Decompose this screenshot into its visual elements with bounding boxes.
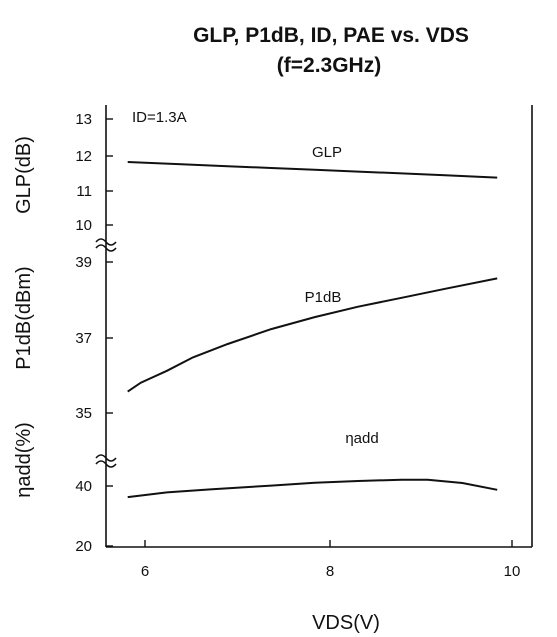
axis-break-mark-1-b [95,244,117,252]
x-tick-label: 6 [141,563,149,580]
y-tick-label: 35 [75,405,92,422]
y-tick-label: 13 [75,111,92,128]
y-tick-label: 40 [75,478,92,495]
series-line-2 [127,277,498,393]
series-label: ηadd [345,430,378,447]
y-axis-label: P1dB(dBm) [13,266,35,369]
y-tick-label: 11 [76,183,92,200]
x-axis-label: VDS(V) [312,612,380,634]
series-label: GLP [312,144,342,161]
y-tick-label: 39 [75,254,92,271]
y-tick-label: 37 [75,330,92,347]
chart-subtitle: (f=2.3GHz) [277,54,381,77]
x-tick-label: 10 [504,563,521,580]
y-axis-label: GLP(dB) [13,136,35,214]
plot-layer: 6 8 10 VDS(V) ID=1.3A 10 11 12 13 GLP(dB) GLP 35 37 3… [13,105,533,634]
series-label: P1dB [305,289,342,306]
axis-break-mark-1 [95,238,117,246]
axis-break-mark-2-b [95,460,117,468]
y-axis-label: ηadd(%) [13,422,35,498]
series-line-1 [127,161,498,179]
y-tick-label: 12 [75,148,92,165]
x-tick-label: 8 [326,563,334,580]
series-line-3 [127,478,498,499]
condition-annotation: ID=1.3A [132,109,187,126]
y-tick-label: 10 [75,217,92,234]
chart-title: GLP, P1dB, ID, PAE vs. VDS [193,24,469,47]
y-tick-label: 20 [75,538,92,555]
axis-break-mark-2 [95,454,117,462]
